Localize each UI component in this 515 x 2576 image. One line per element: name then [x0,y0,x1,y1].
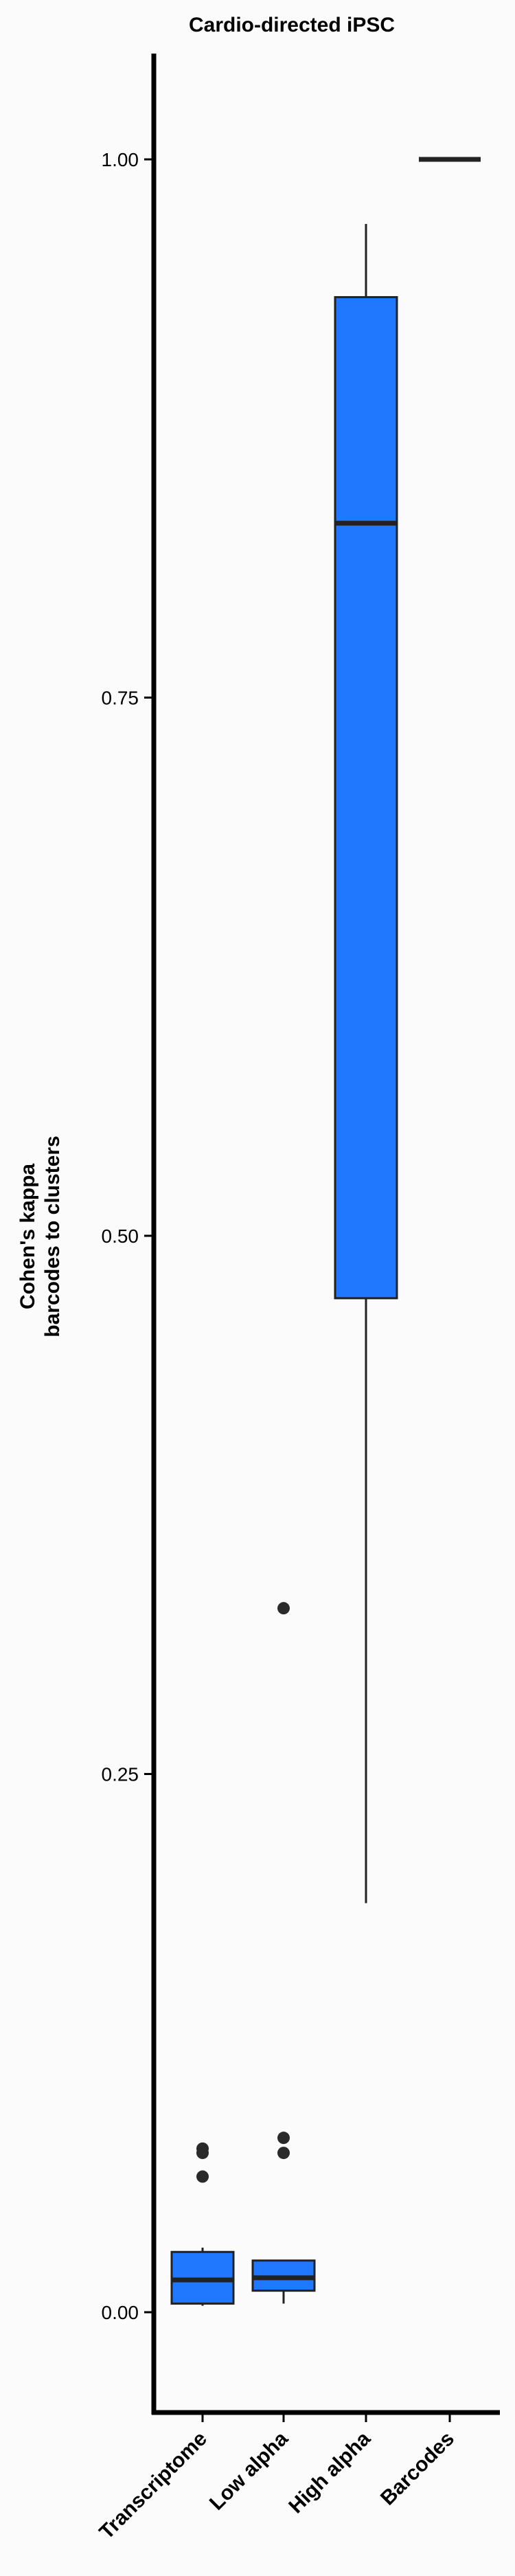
y-tick-label: 0.75 [102,688,139,709]
chart-title: Cardio-directed iPSC [189,14,395,36]
x-tick-label: High alpha [284,2427,375,2518]
y-tick-label: 0.25 [102,1764,139,1785]
outlier-point [277,2132,290,2145]
y-axis-label: Cohen's kappa barcodes to clusters [16,1136,64,1337]
outlier-point [277,1602,290,1615]
outlier-point [277,2147,290,2160]
x-tick-label: Transcriptome [95,2428,211,2544]
y-axis-label-line-2: barcodes to clusters [41,1136,64,1337]
x-tick-label: Low alpha [205,2427,293,2514]
y-tick-label: 0.50 [102,1225,139,1247]
outlier-point [196,2142,209,2155]
y-tick-label: 1.00 [102,149,139,170]
outlier-point [196,2170,209,2183]
box-body [334,296,398,1300]
y-axis-label-line-1: Cohen's kappa [16,1164,39,1309]
y-tick-label: 0.00 [102,2302,139,2323]
x-tick-label: Barcodes [376,2428,459,2510]
